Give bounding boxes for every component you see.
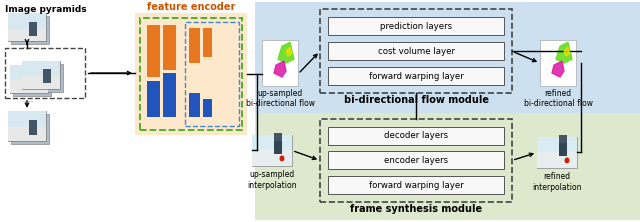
- Bar: [147, 25, 160, 77]
- Bar: [31, 73, 38, 87]
- Bar: [22, 61, 60, 76]
- Bar: [255, 2, 640, 113]
- Ellipse shape: [280, 155, 285, 161]
- Text: feature encoder: feature encoder: [147, 2, 235, 12]
- Text: ......: ......: [22, 44, 34, 49]
- Bar: [320, 119, 512, 202]
- Text: Image pyramids: Image pyramids: [5, 4, 86, 14]
- Text: cost volume layer: cost volume layer: [378, 47, 454, 56]
- Bar: [203, 28, 212, 57]
- Polygon shape: [278, 42, 294, 63]
- Bar: [320, 10, 512, 93]
- Bar: [203, 99, 212, 117]
- Bar: [252, 135, 292, 151]
- Bar: [22, 61, 60, 89]
- Bar: [29, 120, 36, 135]
- Bar: [11, 16, 49, 44]
- Bar: [29, 22, 36, 36]
- Bar: [328, 151, 504, 169]
- Text: up-sampled
bi-directional flow: up-sampled bi-directional flow: [246, 89, 314, 108]
- Bar: [8, 127, 46, 141]
- Bar: [8, 111, 46, 127]
- Bar: [537, 153, 577, 168]
- Text: refined
interpolation: refined interpolation: [532, 172, 582, 192]
- Bar: [262, 40, 298, 86]
- Bar: [189, 28, 200, 63]
- Bar: [11, 114, 49, 144]
- Bar: [252, 151, 292, 166]
- Bar: [13, 68, 51, 96]
- Bar: [43, 69, 51, 83]
- Text: bi-directional flow module: bi-directional flow module: [344, 95, 488, 105]
- Bar: [8, 14, 46, 41]
- Text: encoder layers: encoder layers: [384, 156, 448, 165]
- Bar: [559, 135, 567, 143]
- Polygon shape: [564, 47, 570, 56]
- Bar: [189, 93, 200, 117]
- Bar: [147, 81, 160, 117]
- Polygon shape: [274, 61, 286, 77]
- Polygon shape: [552, 61, 564, 77]
- Bar: [274, 133, 282, 141]
- Bar: [163, 73, 176, 117]
- Bar: [140, 18, 242, 130]
- Bar: [135, 14, 247, 135]
- Bar: [328, 17, 504, 35]
- Bar: [25, 64, 63, 92]
- Polygon shape: [286, 47, 292, 56]
- Text: prediction layers: prediction layers: [380, 22, 452, 31]
- Bar: [10, 65, 48, 93]
- Bar: [274, 139, 282, 155]
- Bar: [328, 176, 504, 194]
- Bar: [163, 25, 176, 70]
- Text: refined
bi-directional flow: refined bi-directional flow: [524, 89, 593, 108]
- Bar: [10, 80, 48, 93]
- Text: up-sampled
interpolation: up-sampled interpolation: [247, 170, 297, 190]
- Polygon shape: [556, 42, 572, 63]
- Text: forward warping layer: forward warping layer: [369, 71, 463, 81]
- Bar: [537, 137, 577, 153]
- Bar: [252, 135, 292, 166]
- Bar: [5, 48, 85, 98]
- Text: ......: ......: [22, 98, 34, 103]
- Bar: [8, 29, 46, 41]
- Bar: [537, 137, 577, 168]
- Text: decoder layers: decoder layers: [384, 131, 448, 140]
- Bar: [559, 141, 567, 157]
- Ellipse shape: [564, 157, 570, 163]
- Bar: [10, 65, 48, 80]
- Bar: [185, 22, 239, 126]
- Bar: [255, 113, 640, 220]
- Bar: [22, 76, 60, 89]
- Bar: [540, 40, 576, 86]
- Bar: [8, 111, 46, 141]
- Text: frame synthesis module: frame synthesis module: [350, 204, 482, 214]
- Bar: [328, 67, 504, 85]
- Bar: [328, 127, 504, 145]
- Text: forward warping layer: forward warping layer: [369, 181, 463, 190]
- Bar: [8, 14, 46, 29]
- Bar: [328, 42, 504, 60]
